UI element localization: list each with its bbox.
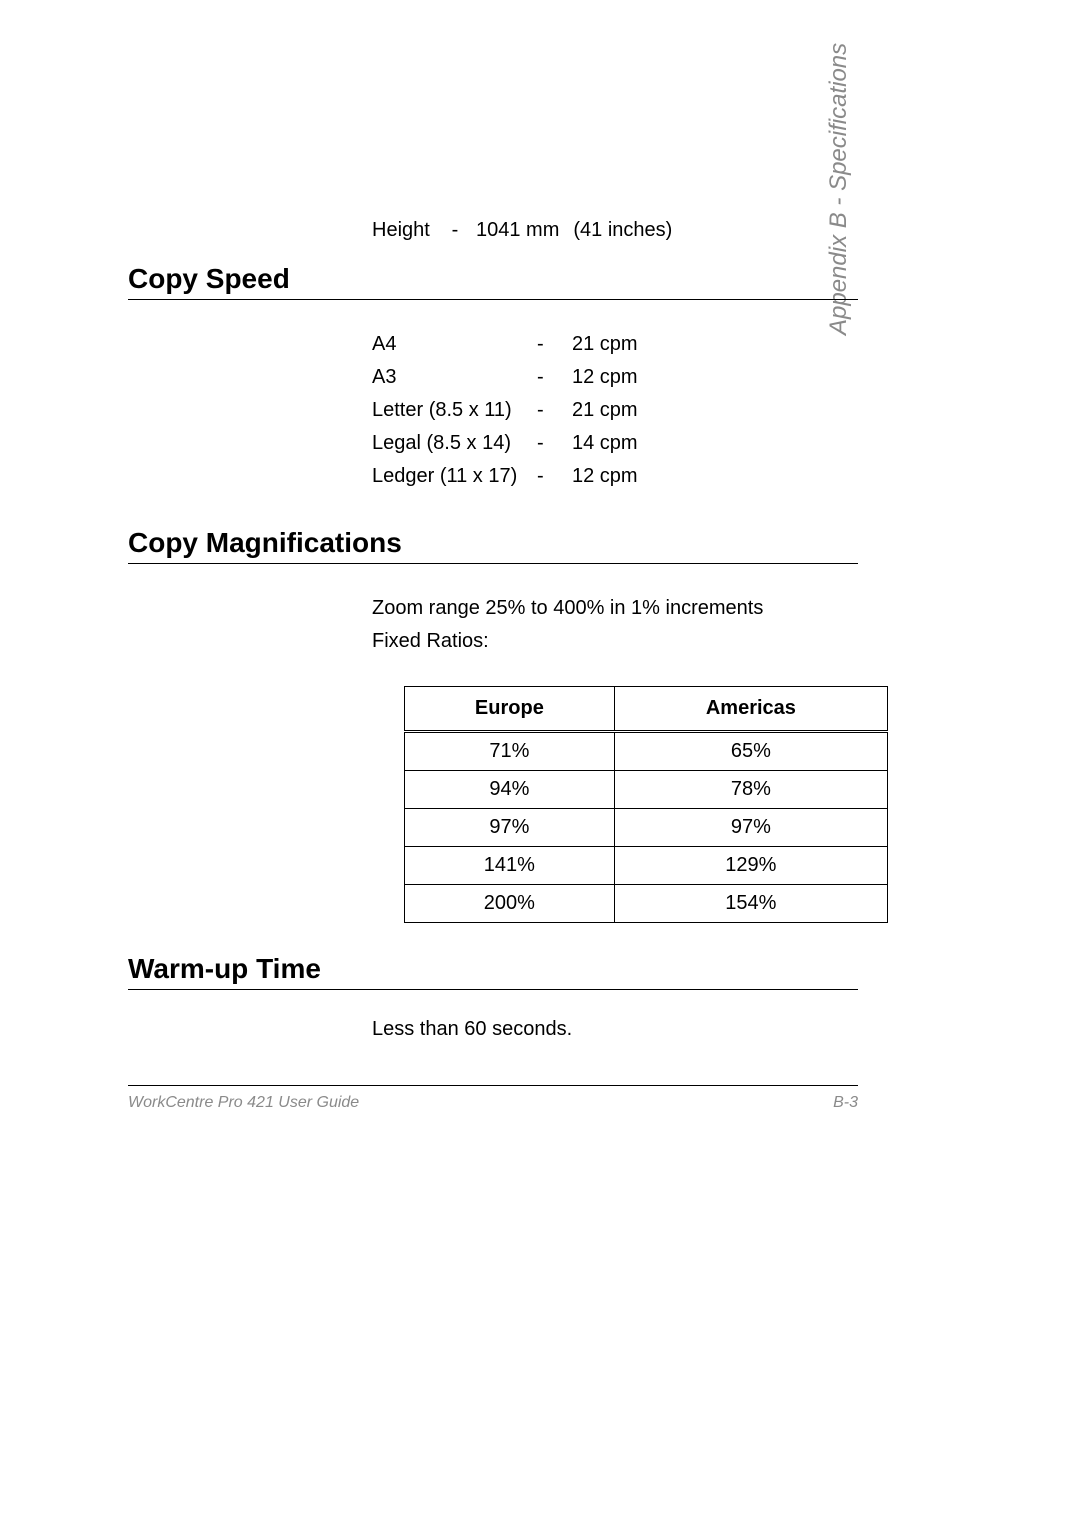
- footer-page-number: B-3: [833, 1094, 858, 1112]
- speed-value: 14 cpm: [572, 427, 662, 460]
- copy-speed-row: A3 - 12 cpm: [372, 361, 858, 394]
- ratio-cell: 71%: [405, 732, 615, 771]
- copy-speed-heading: Copy Speed: [128, 263, 858, 300]
- ratio-cell: 97%: [405, 809, 615, 847]
- dash: -: [537, 460, 572, 493]
- ratio-cell: 97%: [614, 809, 887, 847]
- table-row: 97% 97%: [405, 809, 888, 847]
- warmup-text: Less than 60 seconds.: [372, 1018, 858, 1041]
- table-row: 141% 129%: [405, 847, 888, 885]
- ratio-cell: 94%: [405, 771, 615, 809]
- footer-doc-title: WorkCentre Pro 421 User Guide: [128, 1094, 359, 1112]
- paper-size: Letter (8.5 x 11): [372, 394, 537, 427]
- table-header-row: Europe Americas: [405, 687, 888, 732]
- ratio-cell: 65%: [614, 732, 887, 771]
- zoom-range-text: Zoom range 25% to 400% in 1% increments: [372, 592, 858, 625]
- dash: -: [537, 427, 572, 460]
- speed-value: 12 cpm: [572, 460, 662, 493]
- page: Appendix B - Specifications Height - 104…: [0, 0, 1080, 1528]
- height-label: Height: [372, 215, 434, 245]
- col-header-americas: Americas: [614, 687, 887, 732]
- speed-value: 21 cpm: [572, 328, 662, 361]
- copy-speed-row: Legal (8.5 x 14) - 14 cpm: [372, 427, 858, 460]
- paper-size: A4: [372, 328, 537, 361]
- dash: -: [537, 361, 572, 394]
- height-value-in: (41 inches): [573, 215, 672, 245]
- dash: -: [537, 394, 572, 427]
- copy-magnifications-heading: Copy Magnifications: [128, 527, 858, 564]
- table-row: 71% 65%: [405, 732, 888, 771]
- paper-size: Legal (8.5 x 14): [372, 427, 537, 460]
- paper-size: Ledger (11 x 17): [372, 460, 537, 493]
- fixed-ratios-table: Europe Americas 71% 65% 94% 78% 97% 97%: [404, 686, 888, 923]
- height-value-mm: 1041 mm: [476, 215, 559, 245]
- ratio-cell: 78%: [614, 771, 887, 809]
- copy-speed-list: A4 - 21 cpm A3 - 12 cpm Letter (8.5 x 11…: [372, 328, 858, 493]
- ratio-cell: 154%: [614, 885, 887, 923]
- table-row: 200% 154%: [405, 885, 888, 923]
- fixed-ratios-label: Fixed Ratios:: [372, 625, 858, 658]
- col-header-europe: Europe: [405, 687, 615, 732]
- height-spec-line: Height - 1041 mm (41 inches): [372, 215, 858, 245]
- ratio-cell: 200%: [405, 885, 615, 923]
- copy-speed-row: Letter (8.5 x 11) - 21 cpm: [372, 394, 858, 427]
- table-row: 94% 78%: [405, 771, 888, 809]
- page-footer: WorkCentre Pro 421 User Guide B-3: [128, 1085, 858, 1112]
- speed-value: 12 cpm: [572, 361, 662, 394]
- ratio-cell: 141%: [405, 847, 615, 885]
- paper-size: A3: [372, 361, 537, 394]
- copy-speed-row: Ledger (11 x 17) - 12 cpm: [372, 460, 858, 493]
- height-dash: -: [434, 215, 476, 245]
- content-area: Height - 1041 mm (41 inches) Copy Speed …: [128, 215, 858, 1041]
- ratio-cell: 129%: [614, 847, 887, 885]
- dash: -: [537, 328, 572, 361]
- copy-speed-row: A4 - 21 cpm: [372, 328, 858, 361]
- warmup-heading: Warm-up Time: [128, 953, 858, 990]
- speed-value: 21 cpm: [572, 394, 662, 427]
